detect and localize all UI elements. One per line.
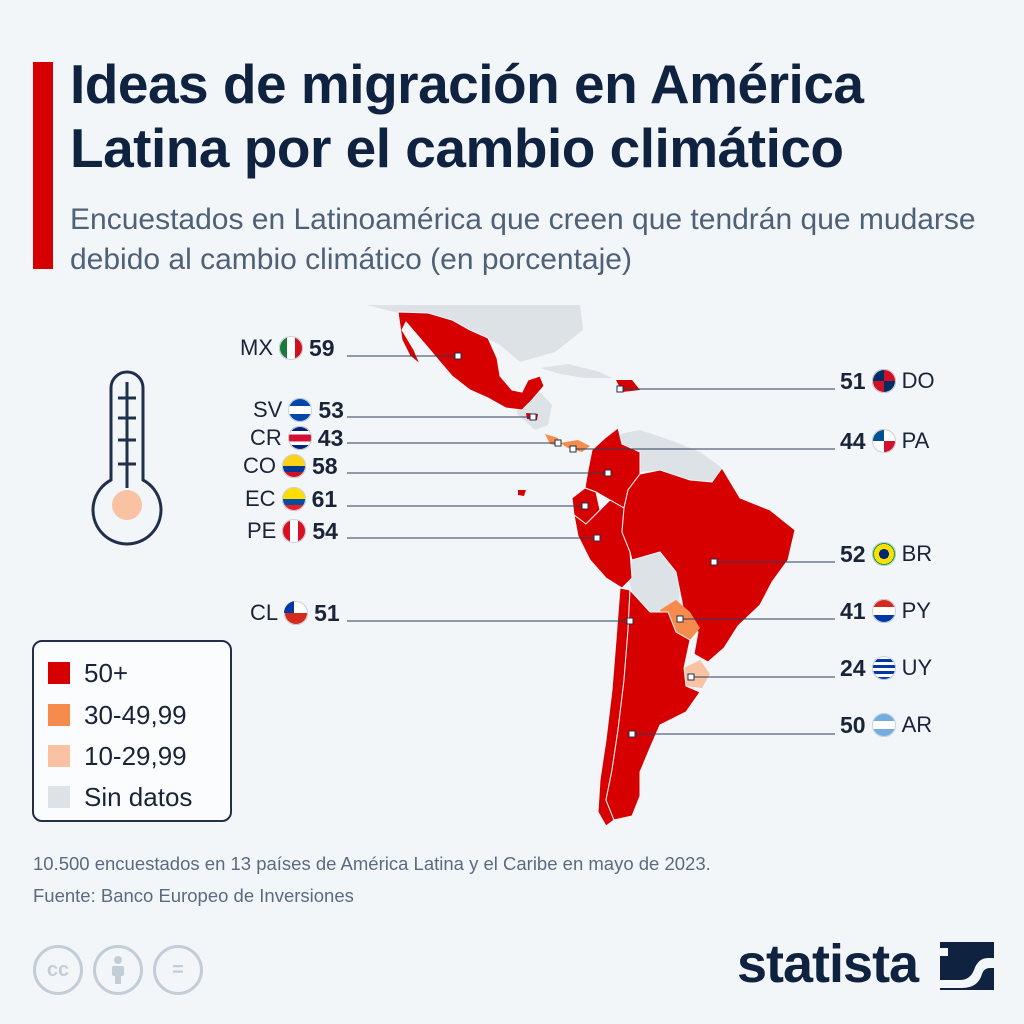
country-code: MX [240, 335, 273, 360]
country-br [621, 467, 796, 663]
value: 61 [311, 485, 338, 512]
galapagos [518, 490, 526, 496]
legend-swatch [48, 704, 70, 726]
label-uy: 24 UY [840, 654, 932, 682]
country-code: UY [901, 655, 933, 680]
statista-logo[interactable]: statista [737, 934, 919, 994]
country-code: PY [901, 598, 931, 623]
flag-cr-icon [287, 426, 312, 450]
marker-ar [628, 730, 636, 738]
legend-label: Sin datos [84, 781, 193, 812]
country-uy [684, 660, 710, 688]
marker-do [616, 385, 624, 393]
page-subtitle: Encuestados en Latinoamérica que creen q… [70, 203, 976, 276]
attribution-icon[interactable] [93, 945, 143, 995]
value: 58 [312, 452, 338, 479]
value: 24 [840, 654, 866, 681]
flag-cl-icon [284, 601, 309, 625]
label-cr: CR 43 [250, 424, 343, 452]
marker-ec [581, 502, 589, 510]
label-co: CO 58 [243, 452, 338, 480]
country-code: CO [243, 453, 276, 478]
legend-item: 10-29,99 [48, 741, 187, 771]
value: 52 [840, 540, 866, 567]
country-code: EC [245, 486, 276, 511]
bolivia-nodata [628, 552, 680, 612]
flag-sv-icon [288, 398, 313, 422]
accent-bar [33, 62, 53, 269]
legend-item: Sin datos [48, 782, 192, 812]
marker-mx [454, 352, 462, 360]
source: Fuente: Banco Europeo de Inversiones [33, 885, 354, 906]
value: 41 [840, 597, 866, 624]
marker-br [710, 558, 718, 566]
value: 59 [309, 334, 335, 361]
flag-uy-icon [871, 656, 896, 680]
country-ar [605, 588, 701, 821]
flag-mx-icon [279, 336, 303, 360]
marker-co [604, 469, 612, 477]
flag-co-icon [282, 454, 306, 478]
flag-pa-icon [871, 429, 896, 453]
label-cl: CL 51 [250, 599, 340, 627]
label-mx: MX 59 [240, 334, 335, 362]
label-ec: EC 61 [245, 485, 337, 513]
flag-ar-icon [871, 713, 896, 737]
marker-pa [569, 445, 577, 453]
cc-icon[interactable]: cc [33, 945, 83, 995]
thermometer-icon [91, 370, 163, 546]
country-code: PA [901, 428, 930, 453]
cuba-nodata [540, 364, 612, 378]
label-br: 52 BR [840, 540, 932, 568]
marker-sv [529, 413, 537, 421]
page-title: Ideas de migración en América Latina por… [70, 53, 864, 179]
label-sv: SV 53 [253, 396, 344, 424]
value: 44 [840, 427, 866, 454]
flag-py-icon [871, 599, 896, 623]
marker-py [676, 615, 684, 623]
legend-swatch [48, 662, 70, 684]
flag-do-icon [871, 369, 896, 393]
flag-ec-icon [281, 487, 306, 511]
country-code: CL [250, 600, 279, 625]
marker-cl [626, 617, 634, 625]
country-mx [397, 311, 545, 411]
marker-pe [593, 534, 601, 542]
flag-br-icon [871, 542, 896, 566]
country-code: BR [901, 541, 933, 566]
flag-pe-icon [282, 519, 307, 543]
survey-note: 10.500 encuestados en 13 países de Améri… [33, 853, 711, 874]
map-legend: 50+ 30-49,99 10-29,99 Sin datos [32, 640, 232, 822]
us-region-nodata [367, 305, 583, 362]
legend-label: 10-29,99 [84, 740, 187, 771]
footnote: 10.500 encuestados en 13 países de Améri… [33, 848, 711, 912]
legend-label: 50+ [84, 657, 129, 688]
legend-item: 30-49,99 [48, 700, 187, 730]
legend-label: 30-49,99 [84, 699, 187, 730]
marker-uy [687, 673, 695, 681]
legend-swatch [48, 745, 70, 767]
country-code: AR [901, 712, 933, 737]
value: 53 [318, 396, 344, 423]
label-do: 51 DO [840, 367, 935, 395]
statista-logo-mark-icon [940, 942, 994, 990]
value: 51 [840, 367, 866, 394]
country-code: SV [253, 397, 283, 422]
marker-cr [554, 439, 562, 447]
label-pa: 44 PA [840, 427, 929, 455]
legend-swatch [48, 786, 70, 808]
label-ar: 50 AR [840, 711, 932, 739]
value: 51 [314, 599, 340, 626]
no-derivatives-icon[interactable]: = [153, 945, 203, 995]
value: 43 [317, 424, 344, 451]
country-code: DO [901, 368, 935, 393]
legend-item: 50+ [48, 658, 128, 688]
label-pe: PE 54 [247, 517, 338, 545]
country-code: PE [247, 518, 277, 543]
value: 50 [840, 711, 866, 738]
label-py: 41 PY [840, 597, 931, 625]
country-code: CR [250, 425, 282, 450]
value: 54 [312, 517, 338, 544]
